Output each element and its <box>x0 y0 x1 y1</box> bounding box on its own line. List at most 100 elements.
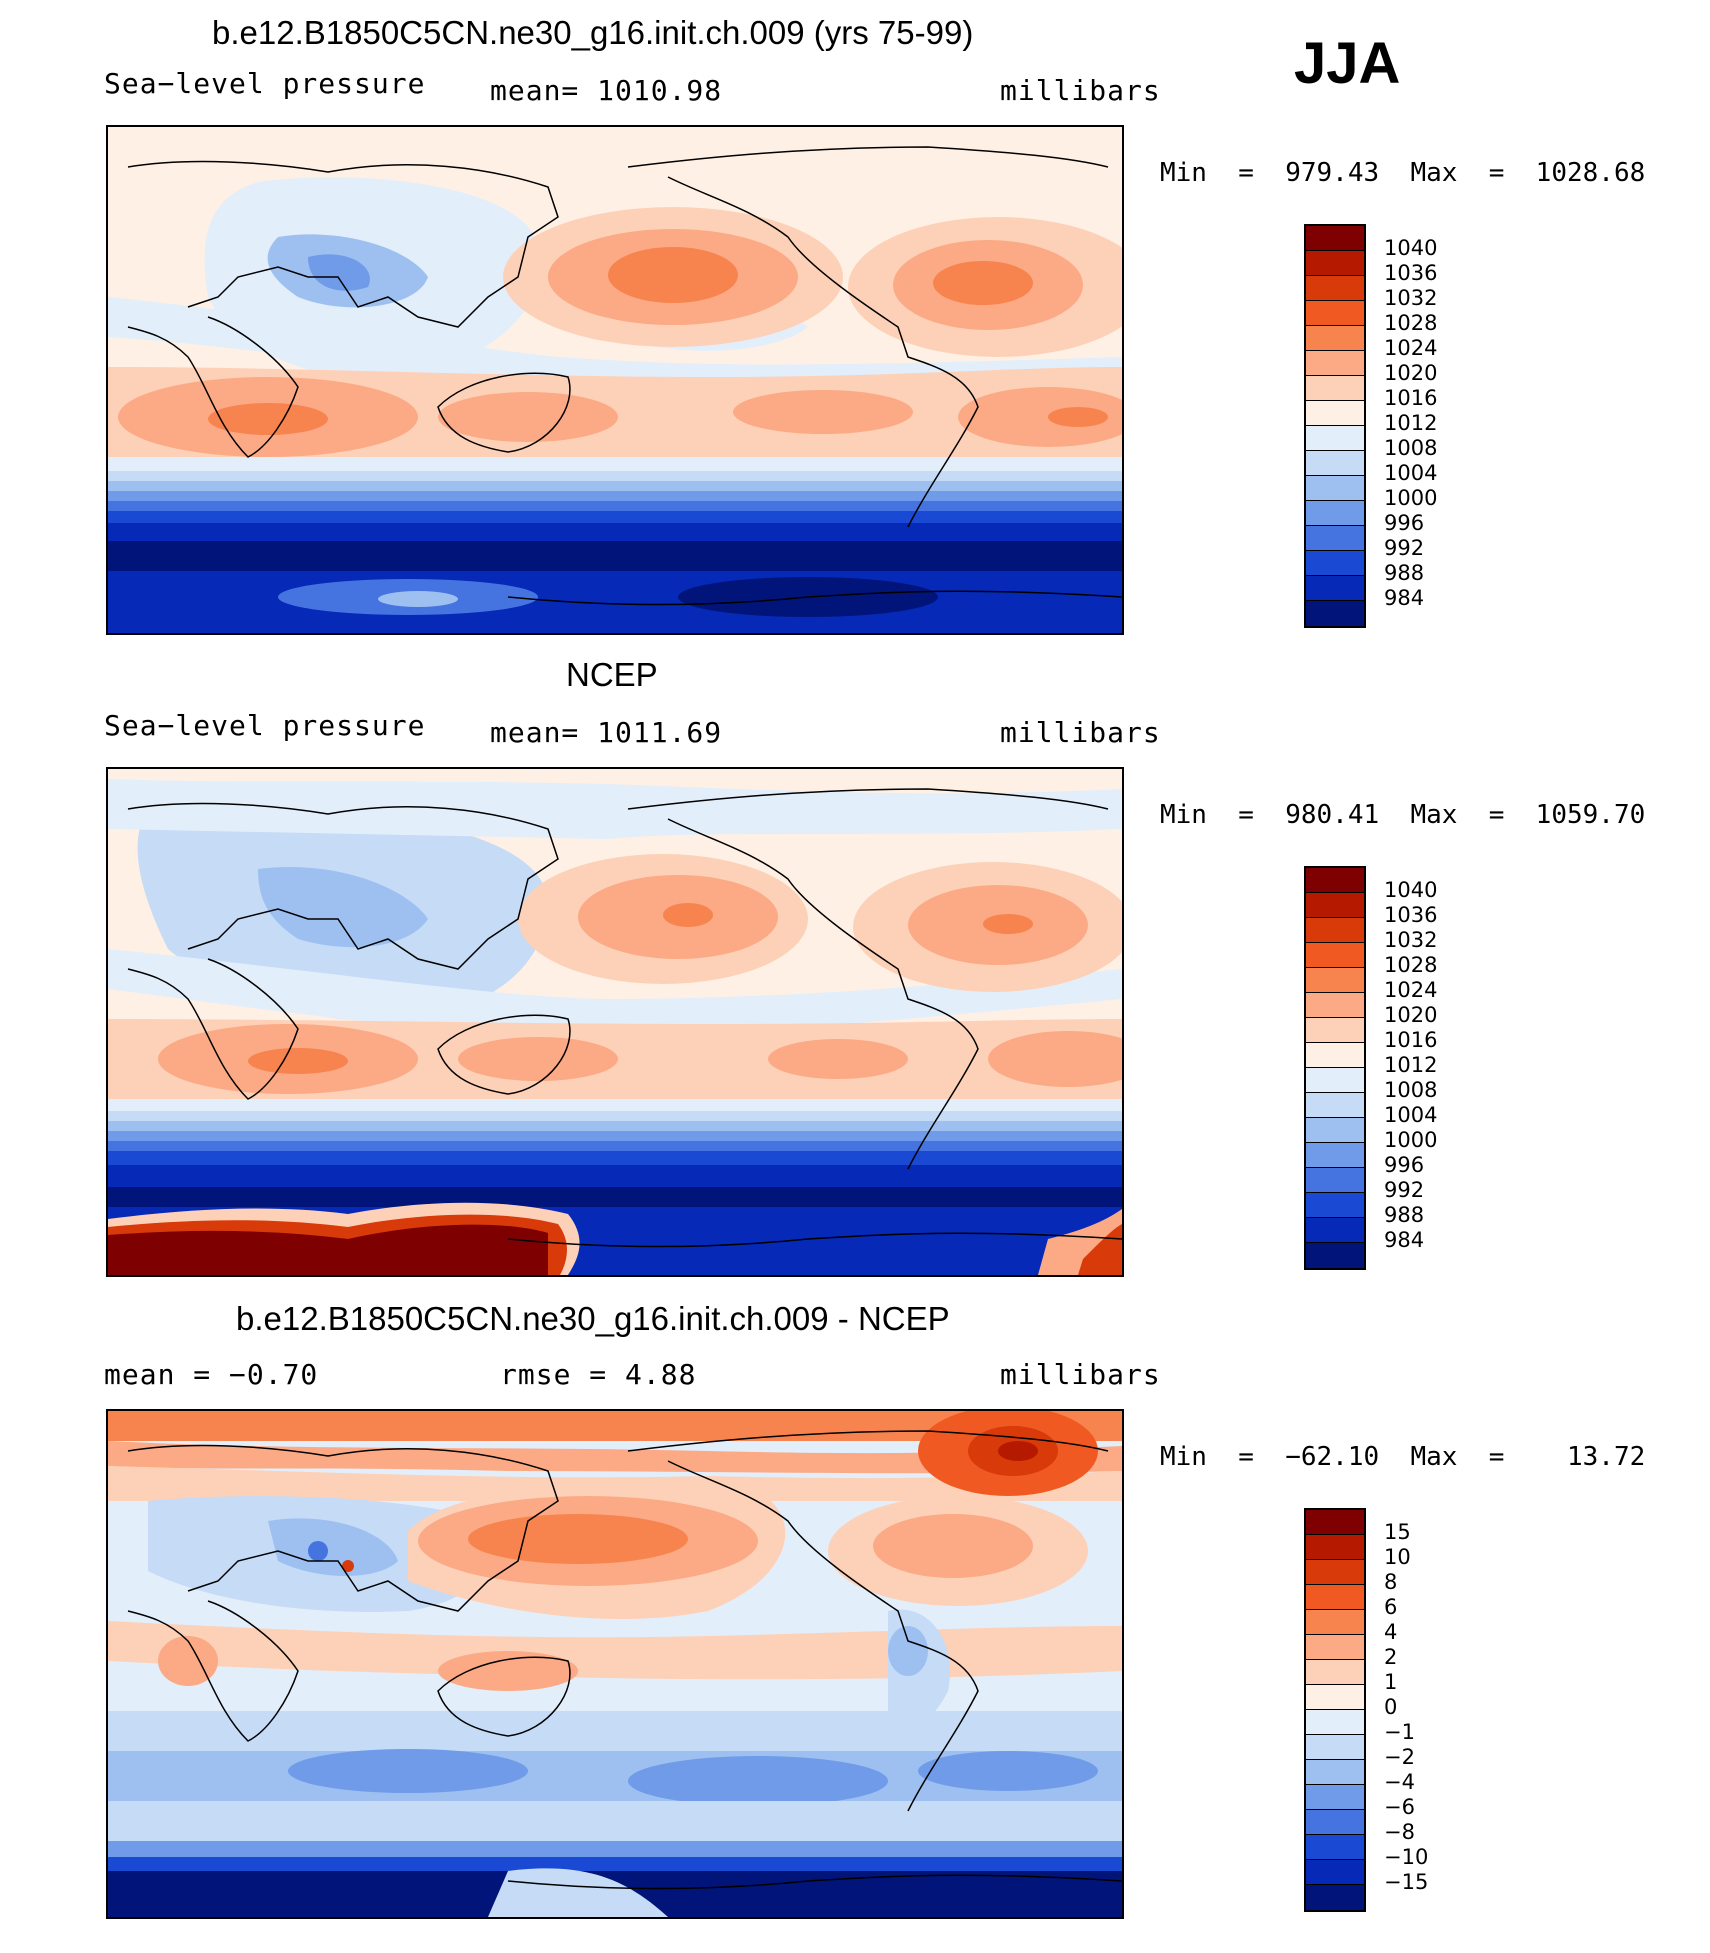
panel2-minmax: Min = 980.41 Max = 1059.70 <box>1160 800 1646 830</box>
panel1-map-svg <box>108 127 1122 633</box>
panel1-colorbar <box>1304 224 1366 628</box>
colorbar-swatch <box>1306 226 1364 251</box>
panel3-mean: mean = −0.70 <box>104 1358 319 1391</box>
panel2-map <box>106 767 1124 1277</box>
colorbar-label: 1012 <box>1384 1053 1438 1077</box>
colorbar-swatch <box>1306 376 1364 401</box>
colorbar-swatch <box>1306 551 1364 576</box>
colorbar-swatch <box>1306 326 1364 351</box>
colorbar-swatch <box>1306 1810 1364 1835</box>
colorbar-swatch <box>1306 301 1364 326</box>
panel3-colorbar <box>1304 1508 1366 1912</box>
colorbar-swatch <box>1306 1510 1364 1535</box>
colorbar-label: 1020 <box>1384 361 1438 385</box>
colorbar-swatch <box>1306 1535 1364 1560</box>
colorbar-swatch <box>1306 1760 1364 1785</box>
panel3-title: b.e12.B1850C5CN.ne30_g16.init.ch.009 - N… <box>236 1300 950 1337</box>
colorbar-swatch <box>1306 1193 1364 1218</box>
colorbar-label: −2 <box>1384 1745 1415 1769</box>
colorbar-swatch <box>1306 1560 1364 1585</box>
colorbar-swatch <box>1306 868 1364 893</box>
panel1-map <box>106 125 1124 635</box>
colorbar-label: 1008 <box>1384 1078 1438 1102</box>
colorbar-label: 984 <box>1384 586 1425 610</box>
colorbar-label: 992 <box>1384 1178 1425 1202</box>
panel3-rmse: rmse = 4.88 <box>500 1358 697 1391</box>
colorbar-label: 984 <box>1384 1228 1425 1252</box>
colorbar-label: 1020 <box>1384 1003 1438 1027</box>
colorbar-swatch <box>1306 1860 1364 1885</box>
colorbar-swatch <box>1306 1710 1364 1735</box>
colorbar-label: 15 <box>1384 1520 1411 1544</box>
colorbar-label: 996 <box>1384 511 1425 535</box>
colorbar-label: 6 <box>1384 1595 1398 1619</box>
colorbar-swatch <box>1306 526 1364 551</box>
colorbar-label: 1028 <box>1384 953 1438 977</box>
colorbar-label: 1028 <box>1384 311 1438 335</box>
colorbar-swatch <box>1306 1735 1364 1760</box>
colorbar-label: 1032 <box>1384 286 1438 310</box>
colorbar-label: 1016 <box>1384 1028 1438 1052</box>
colorbar-swatch <box>1306 1093 1364 1118</box>
colorbar-swatch <box>1306 943 1364 968</box>
panel3-map <box>106 1409 1124 1919</box>
colorbar-label: −10 <box>1384 1845 1429 1869</box>
colorbar-swatch <box>1306 426 1364 451</box>
colorbar-label: 988 <box>1384 1203 1425 1227</box>
colorbar-label: 10 <box>1384 1545 1411 1569</box>
colorbar-label: −4 <box>1384 1770 1415 1794</box>
colorbar-swatch <box>1306 1660 1364 1685</box>
colorbar-swatch <box>1306 1885 1364 1910</box>
colorbar-label: 2 <box>1384 1645 1398 1669</box>
colorbar-swatch <box>1306 1585 1364 1610</box>
colorbar-label: 1040 <box>1384 878 1438 902</box>
panel3-map-svg <box>108 1411 1122 1917</box>
colorbar-label: 1040 <box>1384 236 1438 260</box>
colorbar-label: −15 <box>1384 1870 1429 1894</box>
colorbar-swatch <box>1306 993 1364 1018</box>
colorbar-label: 1032 <box>1384 928 1438 952</box>
colorbar-label: 1000 <box>1384 1128 1438 1152</box>
colorbar-swatch <box>1306 1243 1364 1268</box>
colorbar-label: −6 <box>1384 1795 1415 1819</box>
colorbar-label: 988 <box>1384 561 1425 585</box>
colorbar-label: 0 <box>1384 1695 1398 1719</box>
panel2-map-svg <box>108 769 1122 1275</box>
colorbar-label: 1004 <box>1384 1103 1438 1127</box>
colorbar-label: −1 <box>1384 1720 1415 1744</box>
colorbar-label: −8 <box>1384 1820 1415 1844</box>
colorbar-swatch <box>1306 1685 1364 1710</box>
colorbar-swatch <box>1306 1610 1364 1635</box>
colorbar-swatch <box>1306 451 1364 476</box>
colorbar-swatch <box>1306 1168 1364 1193</box>
colorbar-label: 8 <box>1384 1570 1398 1594</box>
colorbar-swatch <box>1306 1118 1364 1143</box>
colorbar-label: 1 <box>1384 1670 1398 1694</box>
colorbar-swatch <box>1306 251 1364 276</box>
colorbar-swatch <box>1306 476 1364 501</box>
colorbar-swatch <box>1306 501 1364 526</box>
colorbar-swatch <box>1306 918 1364 943</box>
colorbar-swatch <box>1306 1635 1364 1660</box>
panel1-units: millibars <box>1000 74 1161 107</box>
colorbar-label: 1012 <box>1384 411 1438 435</box>
colorbar-swatch <box>1306 1835 1364 1860</box>
panel2-variable: Sea−level pressure <box>104 709 426 742</box>
colorbar-label: 1016 <box>1384 386 1438 410</box>
colorbar-swatch <box>1306 1218 1364 1243</box>
colorbar-swatch <box>1306 401 1364 426</box>
colorbar-swatch <box>1306 576 1364 601</box>
panel3-units: millibars <box>1000 1358 1161 1391</box>
colorbar-label: 1036 <box>1384 903 1438 927</box>
colorbar-label: 1036 <box>1384 261 1438 285</box>
panel2-colorbar <box>1304 866 1366 1270</box>
panel3-minmax: Min = −62.10 Max = 13.72 <box>1160 1442 1646 1472</box>
panel2-units: millibars <box>1000 716 1161 749</box>
colorbar-label: 996 <box>1384 1153 1425 1177</box>
colorbar-swatch <box>1306 968 1364 993</box>
panel1-variable: Sea−level pressure <box>104 67 426 100</box>
season-label: JJA <box>1294 31 1401 96</box>
colorbar-label: 1004 <box>1384 461 1438 485</box>
colorbar-label: 992 <box>1384 536 1425 560</box>
panel2-mean: mean= 1011.69 <box>490 716 723 749</box>
